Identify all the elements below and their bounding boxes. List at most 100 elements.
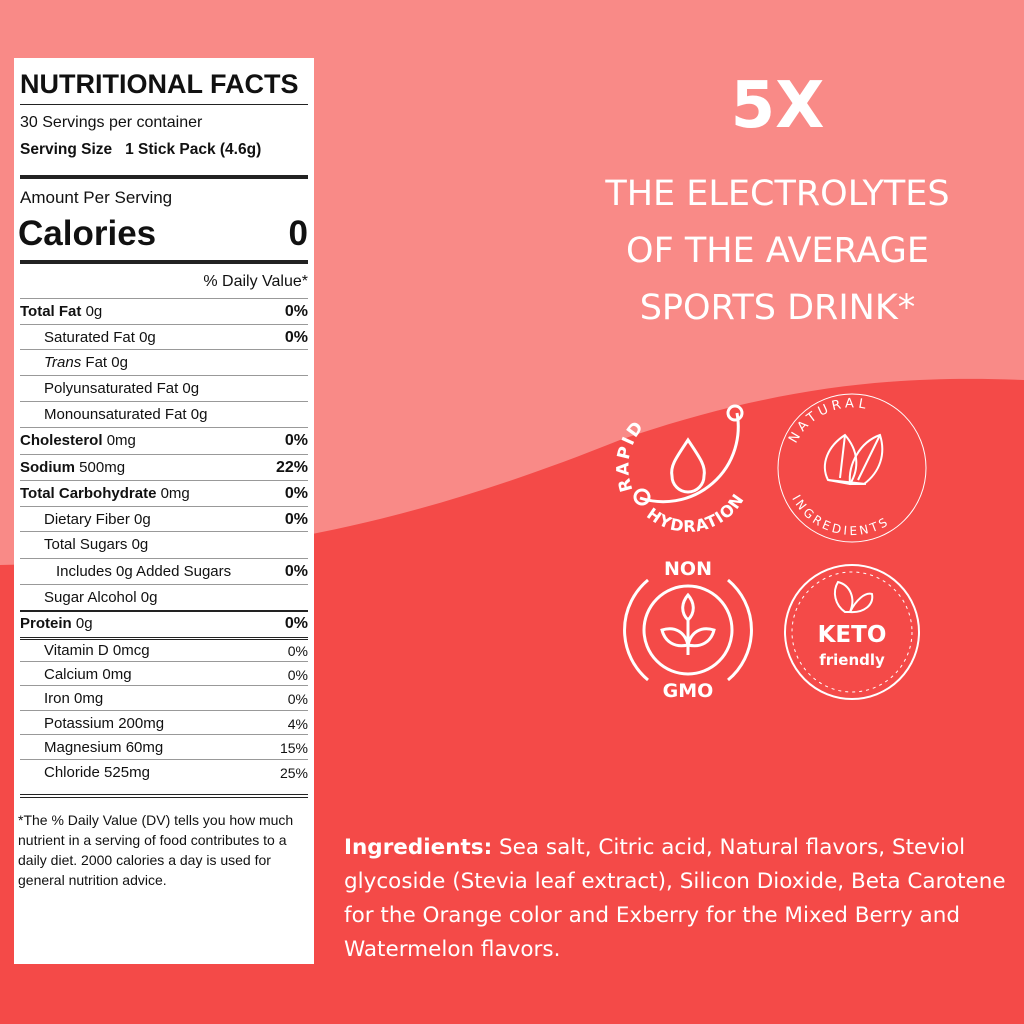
nutrient-row: Magnesium 60mg 15% — [20, 734, 308, 759]
nutrient-amount: 200mg — [118, 715, 165, 732]
friendly-text: friendly — [819, 651, 885, 669]
gmo-text: GMO — [663, 680, 714, 702]
nutrient-amount: 0g — [131, 536, 149, 553]
nutrient-label: Chloride — [44, 764, 100, 781]
calories-value: 0 — [288, 214, 308, 253]
daily-value-percent: 0% — [287, 691, 308, 707]
label-title: NUTRITIONAL FACTS — [20, 69, 299, 99]
headline-line: SPORTS DRINK* — [639, 288, 916, 328]
amount-per-serving: Amount Per Serving — [20, 188, 173, 207]
nutrient-amount: 0g — [75, 615, 93, 632]
nutrient-label: Total Carbohydrate — [20, 485, 157, 502]
nutrient-label: Iron — [44, 690, 70, 707]
nutrient-label: Dietary Fiber — [44, 511, 130, 528]
nutrient-amount: 0g — [139, 329, 156, 346]
nutrient-row: Calcium 0mg 0% — [20, 661, 308, 686]
daily-value-percent: 0% — [284, 432, 308, 449]
nutrient-amount: 0g — [85, 303, 103, 320]
rapid-hydration-badge: RAPID HYDRATION — [613, 404, 748, 536]
headline-5x: 5X — [730, 69, 825, 143]
ingredients-label: Ingredients: — [344, 835, 493, 860]
nutrient-row: Sugar Alcohol 0g — [20, 584, 308, 609]
daily-value-percent: 0% — [287, 667, 308, 683]
headline-line: OF THE AVERAGE — [626, 231, 929, 271]
nutrient-row: Sodium 500mg 22% — [20, 454, 308, 479]
serving-size: Serving Size 1 Stick Pack (4.6g) — [20, 140, 261, 159]
footnote: *The % Daily Value (DV) tells you how mu… — [18, 812, 294, 888]
non-gmo-badge: NON GMO — [623, 558, 753, 702]
hydration-text: HYDRATION — [643, 490, 748, 536]
nutrient-name: Protein 0g — [20, 615, 93, 633]
daily-value-percent: 22% — [275, 459, 308, 476]
badges: RAPID HYDRATION NATURAL INGREDIENTS NON … — [613, 393, 927, 702]
nutrient-row: Vitamin D 0mcg 0% — [20, 637, 308, 662]
nutrient-label: Includes 0g Added Sugars — [56, 563, 232, 580]
daily-value-percent: 4% — [287, 716, 308, 732]
daily-value-percent: 0% — [284, 329, 308, 346]
nutrient-row: Total Fat 0g 0% — [20, 298, 308, 323]
daily-value-percent: 0% — [284, 615, 308, 632]
nutrient-row: Iron 0mg 0% — [20, 685, 308, 710]
nutrient-amount: 0g — [190, 406, 208, 423]
nutrient-label: Saturated Fat — [44, 329, 135, 346]
nutrient-name: Total Sugars 0g — [20, 536, 148, 554]
nutrient-amount: 525mg — [104, 764, 150, 781]
nutrient-name: Calcium 0mg — [20, 666, 132, 684]
nutrient-label: Magnesium — [44, 739, 122, 756]
nutrient-name: Potassium 200mg — [20, 715, 164, 733]
servings-per-container: 30 Servings per container — [20, 114, 203, 131]
nutrition-facts-label: NUTRITIONAL FACTS 30 Servings per contai… — [14, 58, 314, 964]
serving-size-label: Serving Size — [20, 141, 113, 158]
nutrient-name: Iron 0mg — [20, 690, 103, 708]
divider-thick — [20, 175, 308, 179]
nutrient-amount: 60mg — [125, 739, 164, 756]
nutrient-row: Potassium 200mg 4% — [20, 710, 308, 735]
daily-value-percent: 15% — [279, 740, 308, 756]
daily-value-percent: 0% — [284, 303, 308, 320]
nutrient-row: Cholesterol 0mg 0% — [20, 427, 308, 452]
nutrient-label: Sugar Alcohol — [44, 589, 137, 606]
nutrient-amount: 0g — [134, 511, 151, 528]
keto-friendly-badge: KETO friendly — [784, 564, 920, 700]
nutrient-label: Total Sugars — [44, 536, 128, 553]
nutrient-amount: 0g — [140, 589, 158, 606]
nutrient-label: Vitamin D — [44, 642, 109, 659]
nutrient-amount: 0mg — [106, 432, 136, 449]
nutrient-name: Includes 0g Added Sugars — [20, 563, 231, 581]
nutrient-name: Chloride 525mg — [20, 764, 150, 782]
nutrient-amount: 0mg — [102, 666, 132, 683]
non-text: NON — [664, 558, 712, 580]
nutrient-name: Trans Fat 0g — [20, 354, 128, 372]
nutrient-row: Trans Fat 0g — [20, 349, 308, 374]
nutrient-name: Monounsaturated Fat 0g — [20, 406, 207, 424]
nutrient-amount: 0g — [182, 380, 200, 397]
daily-value-percent: 0% — [284, 485, 308, 502]
nutrient-amount: 500mg — [79, 459, 126, 476]
nutrient-row: Polyunsaturated Fat 0g — [20, 375, 308, 400]
leaves-icon — [823, 433, 884, 486]
nutrient-amount: 0mg — [74, 690, 104, 707]
nutrient-label: Trans — [44, 354, 82, 371]
nutrient-row: Saturated Fat 0g 0% — [20, 324, 308, 349]
nutrient-label: Sodium — [20, 459, 75, 476]
daily-value-header: % Daily Value* — [203, 273, 308, 290]
natural-ingredients-badge: NATURAL INGREDIENTS — [777, 393, 927, 543]
nutrient-row: Chloride 525mg 25% — [20, 759, 308, 784]
ingredients-badge-text: INGREDIENTS — [789, 493, 892, 539]
ingredients-text: Sea salt, Citric acid, Natural flavors, … — [344, 835, 1006, 962]
daily-value-percent: 25% — [279, 765, 308, 781]
nutrient-name: Total Fat 0g — [20, 303, 102, 321]
divider — [20, 104, 308, 105]
nutrient-label: Potassium — [44, 715, 115, 732]
nutrient-amount: 0mcg — [112, 642, 150, 659]
water-drop-icon — [670, 437, 706, 494]
divider-double — [20, 794, 308, 798]
leaves-icon — [833, 580, 874, 614]
nutrient-row: Includes 0g Added Sugars 0% — [20, 558, 308, 583]
nutrient-name: Magnesium 60mg — [20, 739, 163, 757]
nutrient-row: Total Sugars 0g — [20, 531, 308, 556]
headline-line: THE ELECTROLYTES — [605, 174, 950, 214]
nutrient-name: Total Carbohydrate 0mg — [20, 485, 190, 503]
nutrient-row: Protein 0g 0% — [20, 610, 308, 635]
divider-thick — [20, 260, 308, 264]
